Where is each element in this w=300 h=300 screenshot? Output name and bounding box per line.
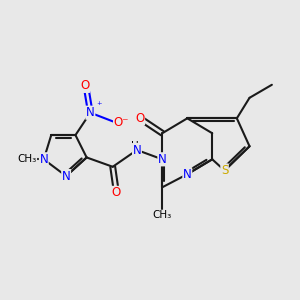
Text: O: O xyxy=(135,112,145,125)
Text: O: O xyxy=(112,186,121,200)
Text: S: S xyxy=(221,164,228,177)
Text: N: N xyxy=(158,153,167,166)
Text: N: N xyxy=(133,143,141,157)
Text: N: N xyxy=(62,169,70,183)
Text: O: O xyxy=(80,80,89,92)
Text: N: N xyxy=(86,106,95,119)
Text: H: H xyxy=(131,140,139,151)
Text: ⁺: ⁺ xyxy=(96,101,101,111)
Text: O⁻: O⁻ xyxy=(114,116,129,128)
Text: CH₃: CH₃ xyxy=(17,154,37,164)
Text: N: N xyxy=(183,168,192,181)
Text: CH₃: CH₃ xyxy=(153,210,172,220)
Text: N: N xyxy=(39,153,48,166)
